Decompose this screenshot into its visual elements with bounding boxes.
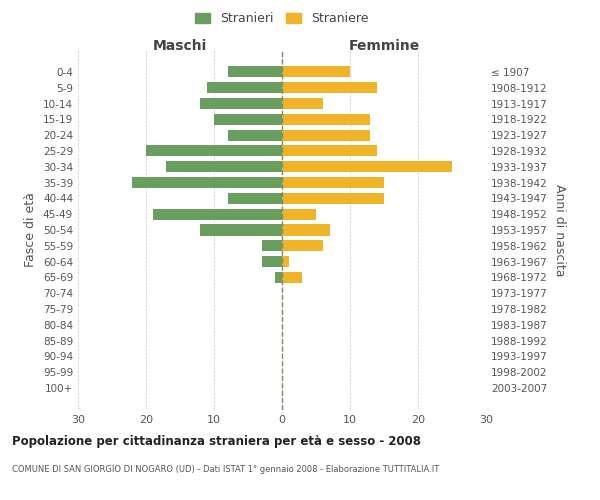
Bar [282,224,329,235]
Bar [282,240,323,252]
Bar [282,256,289,267]
Bar [227,193,282,204]
Bar [282,130,370,140]
Bar [282,193,384,204]
Text: Popolazione per cittadinanza straniera per età e sesso - 2008: Popolazione per cittadinanza straniera p… [12,435,421,448]
Bar [282,114,370,125]
Bar [262,240,282,252]
Bar [207,82,282,93]
Bar [275,272,282,283]
Bar [282,146,377,156]
Bar [282,161,452,172]
Bar [262,256,282,267]
Bar [282,272,302,283]
Bar [153,208,282,220]
Y-axis label: Fasce di età: Fasce di età [25,192,37,268]
Bar [133,177,282,188]
Bar [214,114,282,125]
Text: COMUNE DI SAN GIORGIO DI NOGARO (UD) - Dati ISTAT 1° gennaio 2008 - Elaborazione: COMUNE DI SAN GIORGIO DI NOGARO (UD) - D… [12,465,439,474]
Legend: Stranieri, Straniere: Stranieri, Straniere [191,8,373,29]
Bar [200,224,282,235]
Y-axis label: Anni di nascita: Anni di nascita [553,184,566,276]
Bar [200,98,282,109]
Bar [282,98,323,109]
Bar [282,82,377,93]
Bar [166,161,282,172]
Bar [282,177,384,188]
Bar [282,66,350,78]
Text: Femmine: Femmine [349,39,419,53]
Bar [227,130,282,140]
Bar [146,146,282,156]
Bar [282,208,316,220]
Bar [227,66,282,78]
Text: Maschi: Maschi [153,39,207,53]
